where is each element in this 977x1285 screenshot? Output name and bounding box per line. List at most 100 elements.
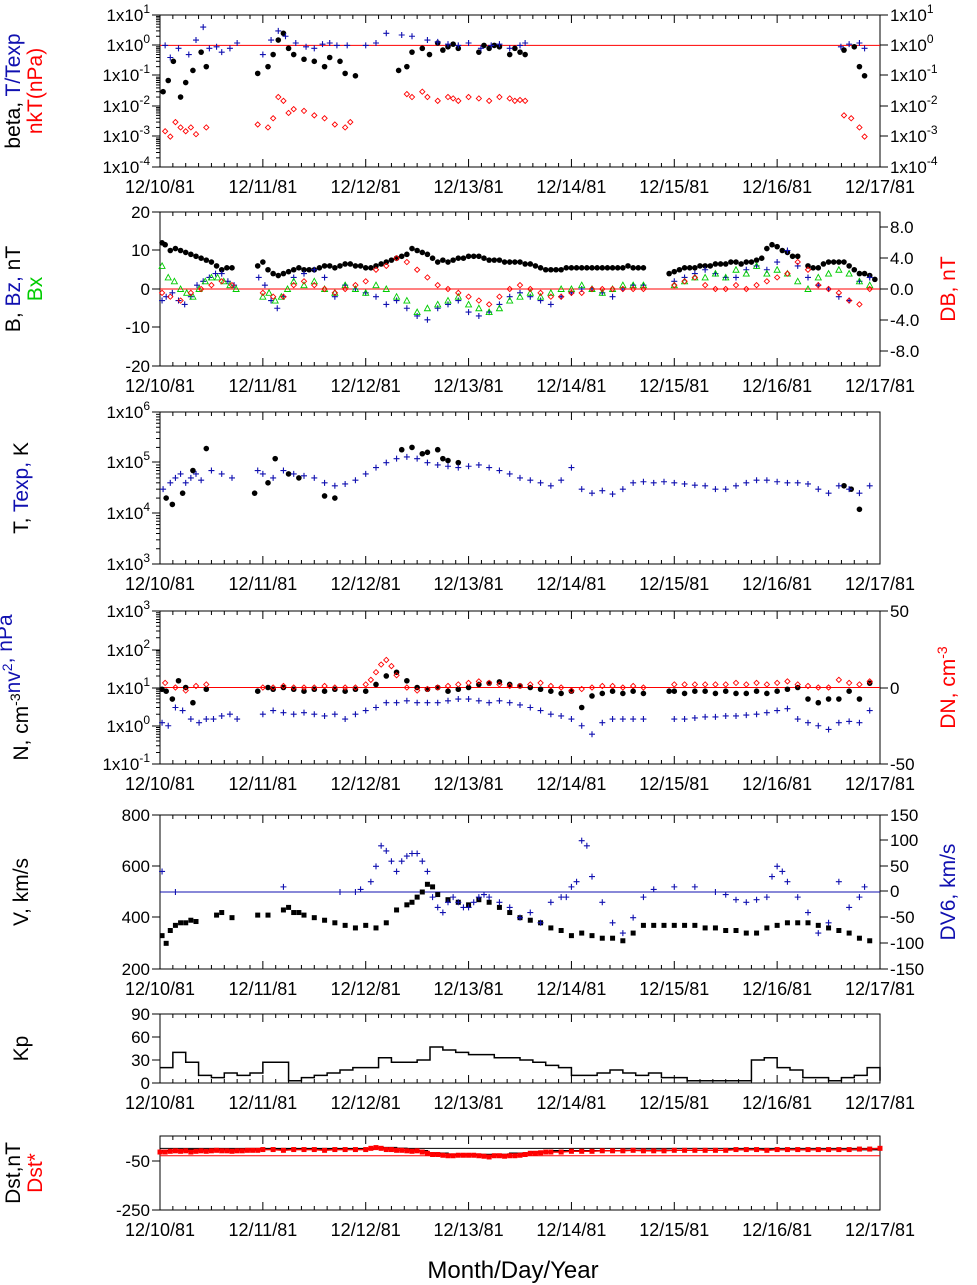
data-point (383, 1147, 389, 1153)
data-point (548, 1149, 554, 1155)
data-point (265, 266, 271, 273)
data-point (609, 919, 616, 926)
data-point (712, 1147, 718, 1153)
data-point (711, 269, 720, 277)
data-point (342, 261, 348, 267)
data-point (470, 899, 477, 906)
data-point (640, 894, 647, 901)
data-point (285, 268, 292, 275)
data-point (322, 917, 328, 923)
data-point (505, 296, 514, 304)
data-point (275, 37, 282, 43)
data-point (367, 878, 374, 885)
data-point (702, 266, 709, 273)
data-point (382, 285, 391, 292)
data-point (388, 858, 395, 865)
y-axis-title: T, Texp, K (10, 442, 33, 534)
data-point (805, 1147, 811, 1153)
x-tick-label: 12/12/81 (331, 1093, 401, 1113)
data-point (464, 300, 473, 308)
data-point (516, 682, 524, 690)
y2-tick-label: -50 (890, 755, 915, 774)
y-tick-label: 1x10-1 (102, 62, 150, 85)
x-tick-label: 12/15/81 (639, 1093, 709, 1113)
data-point (170, 277, 179, 285)
data-point (485, 679, 493, 687)
x-tick-label: 12/10/81 (125, 177, 195, 197)
data-point (578, 722, 585, 729)
data-point (435, 1152, 441, 1157)
data-point (481, 891, 487, 898)
data-point (352, 263, 359, 269)
y2-tick-label: 50 (890, 602, 909, 621)
data-point (444, 285, 452, 293)
data-point (429, 894, 436, 901)
data-point (170, 58, 177, 65)
data-point (784, 920, 790, 926)
data-point (296, 910, 302, 916)
data-point (614, 265, 621, 271)
data-point (722, 681, 729, 688)
data-point (588, 684, 596, 691)
data-point (444, 296, 452, 304)
data-point (511, 97, 519, 105)
data-point (486, 894, 493, 901)
data-point (517, 42, 523, 49)
data-point (506, 95, 513, 102)
data-point (255, 912, 261, 918)
data-point (303, 43, 310, 50)
data-point (409, 49, 415, 55)
data-point (198, 49, 204, 55)
data-point (373, 704, 379, 711)
data-point (496, 293, 503, 300)
y-tick-label: 1x101 (106, 2, 150, 25)
data-point (630, 688, 636, 695)
data-point (774, 243, 780, 250)
data-point (159, 719, 166, 726)
y-tick-label: 1x103 (106, 598, 150, 621)
data-point (326, 54, 333, 61)
data-point (229, 474, 235, 481)
x-tick-label: 12/15/81 (639, 177, 709, 197)
data-point (712, 486, 719, 493)
data-point (455, 289, 462, 297)
y-tick-label: 1x10-3 (102, 123, 150, 146)
data-point (701, 281, 709, 289)
data-point (383, 301, 390, 308)
data-point (486, 257, 492, 263)
data-point (820, 261, 827, 267)
data-point (394, 1147, 400, 1153)
data-point (671, 268, 678, 275)
data-point (702, 1147, 708, 1153)
data-point (259, 470, 266, 477)
data-point (619, 281, 627, 289)
y2-tick-label: -8.0 (890, 342, 919, 361)
data-point (465, 684, 472, 691)
data-point (424, 685, 431, 693)
data-point (640, 716, 647, 723)
data-point (599, 487, 606, 494)
data-point (522, 1152, 528, 1157)
data-point (496, 93, 503, 101)
data-point (856, 681, 863, 688)
data-point (486, 464, 493, 471)
data-point (712, 925, 718, 931)
data-point (226, 281, 234, 289)
data-point (260, 259, 266, 265)
data-point (286, 904, 292, 910)
data-point (404, 251, 410, 258)
data-point (620, 265, 626, 271)
data-point (753, 711, 760, 718)
y2-tick-label: 1x10-3 (890, 123, 938, 146)
data-point (629, 281, 637, 289)
data-point (301, 472, 307, 479)
data-point (475, 95, 483, 102)
data-point (378, 1145, 384, 1151)
y-tick-label: 90 (131, 1005, 150, 1024)
data-point (181, 301, 188, 308)
x-tick-label: 12/11/81 (228, 376, 297, 396)
data-point (321, 285, 328, 293)
data-point (826, 925, 832, 931)
data-point (275, 272, 282, 279)
data-point (398, 31, 405, 38)
